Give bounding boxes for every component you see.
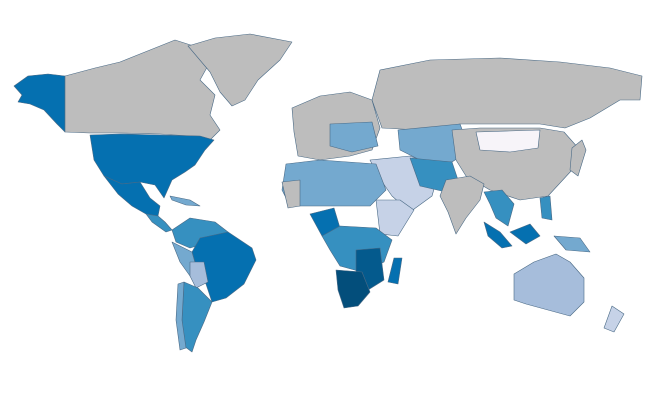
caribbean <box>169 195 201 207</box>
new-zealand <box>603 305 625 333</box>
madagascar <box>387 257 403 285</box>
eastern-europe <box>329 121 379 153</box>
alaska <box>13 73 66 133</box>
india <box>439 175 485 235</box>
indonesia-2 <box>509 223 541 245</box>
bolivia <box>189 261 209 289</box>
russia <box>371 57 643 131</box>
new-guinea <box>553 235 591 253</box>
north-africa <box>281 159 387 207</box>
australia <box>513 253 585 317</box>
canada <box>64 39 221 141</box>
africa <box>281 159 415 309</box>
sahara-west <box>281 179 301 209</box>
southern-cone <box>181 281 213 353</box>
mongolia <box>475 129 541 153</box>
europe-asia <box>291 57 643 253</box>
greenland <box>187 33 293 107</box>
usa <box>89 133 215 199</box>
oceania <box>513 253 625 333</box>
south-america <box>171 217 257 353</box>
horn <box>375 199 415 237</box>
southern-africa <box>335 269 371 309</box>
central-america <box>145 213 173 233</box>
indonesia-1 <box>483 221 513 249</box>
philippines <box>539 195 553 221</box>
chile <box>175 281 187 351</box>
mexico <box>103 175 161 217</box>
southeast-asia <box>483 189 515 227</box>
north-america <box>13 33 293 233</box>
japan <box>569 139 587 177</box>
